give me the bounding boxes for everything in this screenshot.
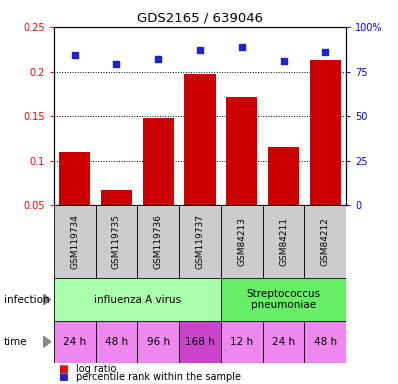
- Text: 168 h: 168 h: [185, 337, 215, 347]
- Bar: [101, 190, 132, 205]
- Text: GSM84213: GSM84213: [237, 217, 246, 266]
- Bar: [221, 321, 263, 363]
- Point: [72, 52, 78, 58]
- Bar: [137, 321, 179, 363]
- Bar: [221, 278, 346, 321]
- Text: GSM119735: GSM119735: [112, 214, 121, 270]
- Text: ■: ■: [58, 364, 67, 374]
- Text: GSM84211: GSM84211: [279, 217, 288, 266]
- Point: [238, 43, 245, 50]
- Bar: [179, 321, 221, 363]
- Point: [322, 49, 328, 55]
- Text: GSM119734: GSM119734: [70, 215, 79, 269]
- Text: 96 h: 96 h: [146, 337, 170, 347]
- Text: 24 h: 24 h: [63, 337, 86, 347]
- Bar: [226, 96, 258, 205]
- Text: ■: ■: [58, 372, 67, 382]
- Text: percentile rank within the sample: percentile rank within the sample: [76, 372, 241, 382]
- Text: log ratio: log ratio: [76, 364, 116, 374]
- Bar: [96, 321, 137, 363]
- Bar: [142, 118, 174, 205]
- Title: GDS2165 / 639046: GDS2165 / 639046: [137, 11, 263, 24]
- Bar: [54, 278, 221, 321]
- Bar: [96, 205, 137, 278]
- Text: infection: infection: [4, 295, 50, 305]
- Text: GSM119737: GSM119737: [195, 214, 205, 270]
- Text: GSM84212: GSM84212: [321, 217, 330, 266]
- Bar: [304, 321, 346, 363]
- Bar: [304, 205, 346, 278]
- Point: [197, 47, 203, 53]
- Polygon shape: [43, 294, 51, 305]
- Bar: [221, 205, 263, 278]
- Point: [280, 58, 287, 64]
- Bar: [59, 152, 90, 205]
- Text: influenza A virus: influenza A virus: [94, 295, 181, 305]
- Text: 48 h: 48 h: [105, 337, 128, 347]
- Point: [155, 56, 162, 62]
- Bar: [54, 321, 96, 363]
- Bar: [263, 205, 304, 278]
- Text: 24 h: 24 h: [272, 337, 295, 347]
- Text: 12 h: 12 h: [230, 337, 254, 347]
- Bar: [137, 205, 179, 278]
- Text: GSM119736: GSM119736: [154, 214, 163, 270]
- Bar: [184, 74, 216, 205]
- Polygon shape: [43, 336, 51, 348]
- Text: Streptococcus
pneumoniae: Streptococcus pneumoniae: [246, 289, 321, 310]
- Text: time: time: [4, 337, 27, 347]
- Bar: [310, 60, 341, 205]
- Bar: [263, 321, 304, 363]
- Bar: [54, 205, 96, 278]
- Bar: [268, 147, 299, 205]
- Bar: [179, 205, 221, 278]
- Text: 48 h: 48 h: [314, 337, 337, 347]
- Point: [113, 61, 119, 68]
